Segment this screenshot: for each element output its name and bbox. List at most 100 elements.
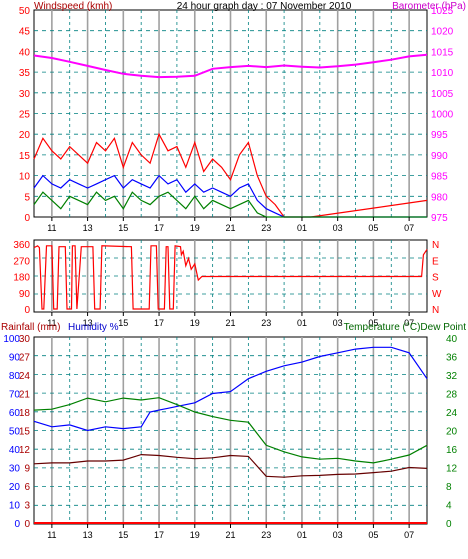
x-tick-label: 11 (47, 223, 56, 233)
humidity-axis: 0 10 20 30 40 50 60 70 80 90 100 (3, 334, 20, 530)
y-tick-label: 985 (431, 172, 448, 183)
y-tick-label: 180 (13, 273, 30, 284)
x-tick-label: 17 (154, 223, 164, 233)
x-tick-label: 15 (118, 318, 128, 328)
y-tick-label: E (432, 256, 439, 267)
y-tick-label: 70 (9, 390, 21, 401)
y-tick-label: 16 (446, 445, 458, 456)
y-tick-label: 12 (19, 445, 31, 456)
y-tick-label: 20 (446, 427, 458, 438)
y-tick-label: 360 (13, 240, 30, 251)
series-average-kmh- (33, 174, 427, 218)
direction-series (33, 245, 428, 310)
y-tick-label: 5 (24, 192, 30, 203)
x-tick-label: 23 (261, 223, 271, 233)
y-tick-label: 8 (446, 482, 452, 493)
y-tick-label: 990 (431, 151, 448, 162)
series-gust-kmh- (33, 132, 428, 218)
x-tick-label: 17 (154, 318, 164, 328)
temperature-axis: 0 4 8 12 16 20 24 28 32 36 40 (446, 334, 458, 530)
temperature-axis-label: Temperature (°C)Dew Point (344, 322, 467, 333)
wind-baro-x-axis: 11 13 15 17 19 21 23 01 03 05 07 (47, 217, 414, 233)
x-tick-label: 07 (404, 223, 414, 233)
direction-degree-axis: 0 90 180 270 360 (13, 240, 30, 316)
y-tick-label: 9 (24, 464, 30, 475)
direction-grid (34, 240, 427, 312)
series-dew-point (33, 453, 428, 478)
y-tick-label: 1005 (431, 89, 454, 100)
y-tick-label: 40 (446, 334, 458, 345)
y-tick-label: 30 (9, 464, 21, 475)
x-tick-label: 23 (261, 530, 271, 540)
y-tick-label: 30 (19, 89, 31, 100)
y-tick-label: 0 (24, 305, 30, 316)
series-humidity- (33, 346, 428, 432)
y-tick-label: 35 (19, 68, 31, 79)
y-tick-label: 15 (19, 151, 31, 162)
y-tick-label: 270 (13, 256, 30, 267)
x-tick-label: 03 (333, 318, 343, 328)
x-tick-label: 03 (333, 530, 343, 540)
y-tick-label: 90 (9, 353, 21, 364)
x-tick-label: 13 (83, 530, 93, 540)
y-tick-label: 40 (9, 445, 21, 456)
series-temperature-c- (33, 397, 428, 464)
y-tick-label: 100 (3, 334, 20, 345)
x-tick-label: 05 (368, 318, 378, 328)
y-tick-label: 28 (446, 390, 458, 401)
x-tick-label: 05 (368, 530, 378, 540)
y-tick-label: 975 (431, 213, 448, 224)
y-tick-label: 10 (19, 172, 31, 183)
y-tick-label: 36 (446, 353, 458, 364)
x-tick-label: 21 (225, 530, 235, 540)
y-tick-label: 6 (24, 482, 30, 493)
x-tick-label: 21 (225, 318, 235, 328)
y-tick-label: 21 (19, 390, 31, 401)
y-tick-label: 24 (446, 408, 458, 419)
rainfall-axis: 0 3 6 9 12 15 18 21 24 27 30 (19, 334, 31, 530)
wind-baro-series (33, 53, 428, 218)
y-tick-label: 18 (19, 408, 31, 419)
x-tick-label: 03 (333, 223, 343, 233)
y-tick-label: 50 (19, 6, 31, 17)
temp-humidity-x-axis: 11 13 15 17 19 21 23 01 03 05 07 (47, 524, 414, 540)
y-tick-label: 0 (14, 519, 20, 530)
x-tick-label: 19 (190, 223, 200, 233)
y-tick-label: 1020 (431, 27, 454, 38)
barometer-axis-label: Barometer (hPa) (392, 1, 466, 12)
y-tick-label: 40 (19, 47, 31, 58)
humidity-axis-label: Humidity % (68, 322, 119, 333)
y-tick-label: 30 (19, 334, 31, 345)
y-tick-label: 90 (19, 289, 31, 300)
direction-x-axis: 11 13 15 17 19 21 23 01 03 05 07 (47, 312, 414, 328)
series-barometer-hpa- (33, 53, 428, 79)
y-tick-label: 24 (19, 371, 31, 382)
x-tick-label: 11 (47, 318, 56, 328)
x-tick-label: 01 (297, 318, 307, 328)
x-tick-label: 11 (47, 530, 56, 540)
x-tick-label: 01 (297, 223, 307, 233)
x-tick-label: 01 (297, 530, 307, 540)
y-tick-label: 1015 (431, 47, 454, 58)
y-tick-label: 15 (19, 427, 31, 438)
rainfall-axis-label: Rainfall (mm) (1, 322, 60, 333)
y-tick-label: 1025 (431, 6, 454, 17)
series-wind-direction (33, 245, 428, 310)
chart-title: 24 hour graph day : 07 November 2010 (177, 1, 352, 12)
y-tick-label: 1000 (431, 110, 454, 121)
y-tick-label: 12 (446, 464, 458, 475)
x-tick-label: 13 (83, 318, 93, 328)
y-tick-label: 0 (24, 213, 30, 224)
y-tick-label: N (432, 240, 439, 251)
y-tick-label: 1010 (431, 68, 454, 79)
x-tick-label: 15 (118, 223, 128, 233)
y-tick-label: 50 (9, 427, 21, 438)
x-tick-label: 13 (83, 223, 93, 233)
x-tick-label: 07 (404, 530, 414, 540)
y-tick-label: 60 (9, 408, 21, 419)
temp-humidity-grid (34, 337, 427, 524)
y-tick-label: 20 (9, 482, 21, 493)
